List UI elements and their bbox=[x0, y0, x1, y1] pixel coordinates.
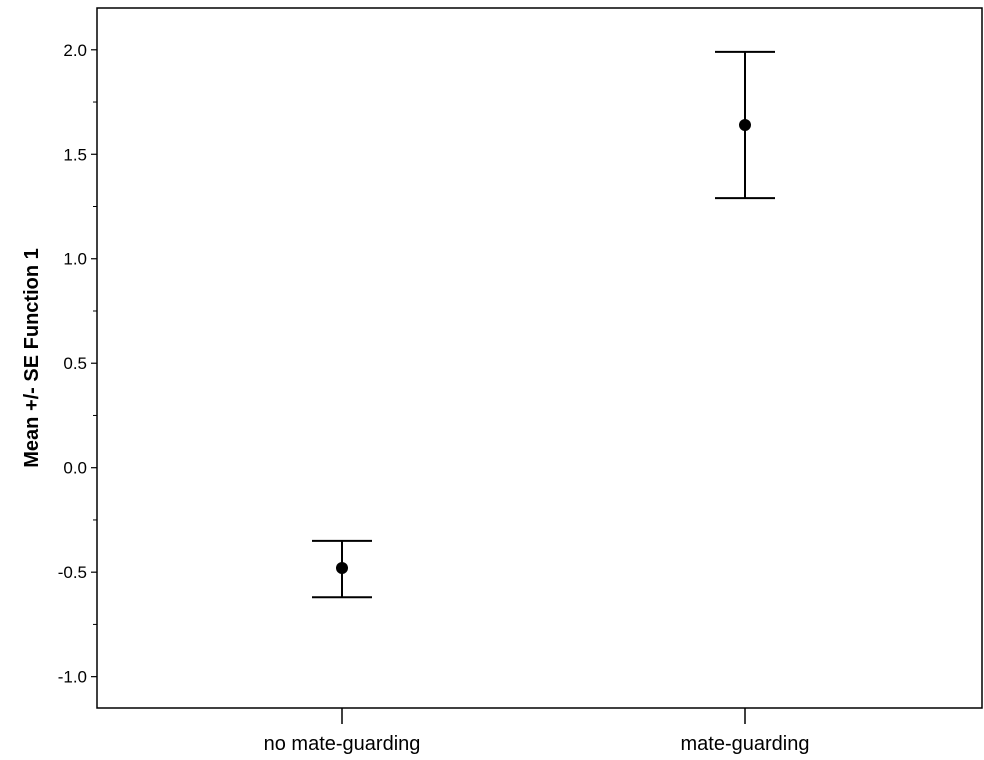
x-tick-label: mate-guarding bbox=[681, 733, 810, 755]
y-tick-label: -0.5 bbox=[58, 563, 87, 582]
y-tick-label: 0.5 bbox=[63, 354, 87, 373]
y-axis-ticks: -1.0 -0.5 0.0 0.5 1.0 1.5 2.0 bbox=[58, 41, 97, 687]
mean-point bbox=[336, 562, 348, 574]
x-axis-ticks: no mate-guarding mate-guarding bbox=[264, 708, 810, 755]
error-bars bbox=[312, 50, 775, 599]
y-axis-title: Mean +/- SE Function 1 bbox=[21, 248, 43, 467]
y-tick-label: 2.0 bbox=[63, 41, 87, 60]
y-tick-label: 0.0 bbox=[63, 459, 87, 478]
y-tick-label: 1.5 bbox=[63, 145, 87, 164]
y-tick-label: -1.0 bbox=[58, 668, 87, 687]
x-tick-label: no mate-guarding bbox=[264, 733, 421, 755]
y-tick-label: 1.0 bbox=[63, 250, 87, 269]
plot-frame bbox=[96, 7, 983, 709]
mean-point bbox=[739, 119, 751, 132]
